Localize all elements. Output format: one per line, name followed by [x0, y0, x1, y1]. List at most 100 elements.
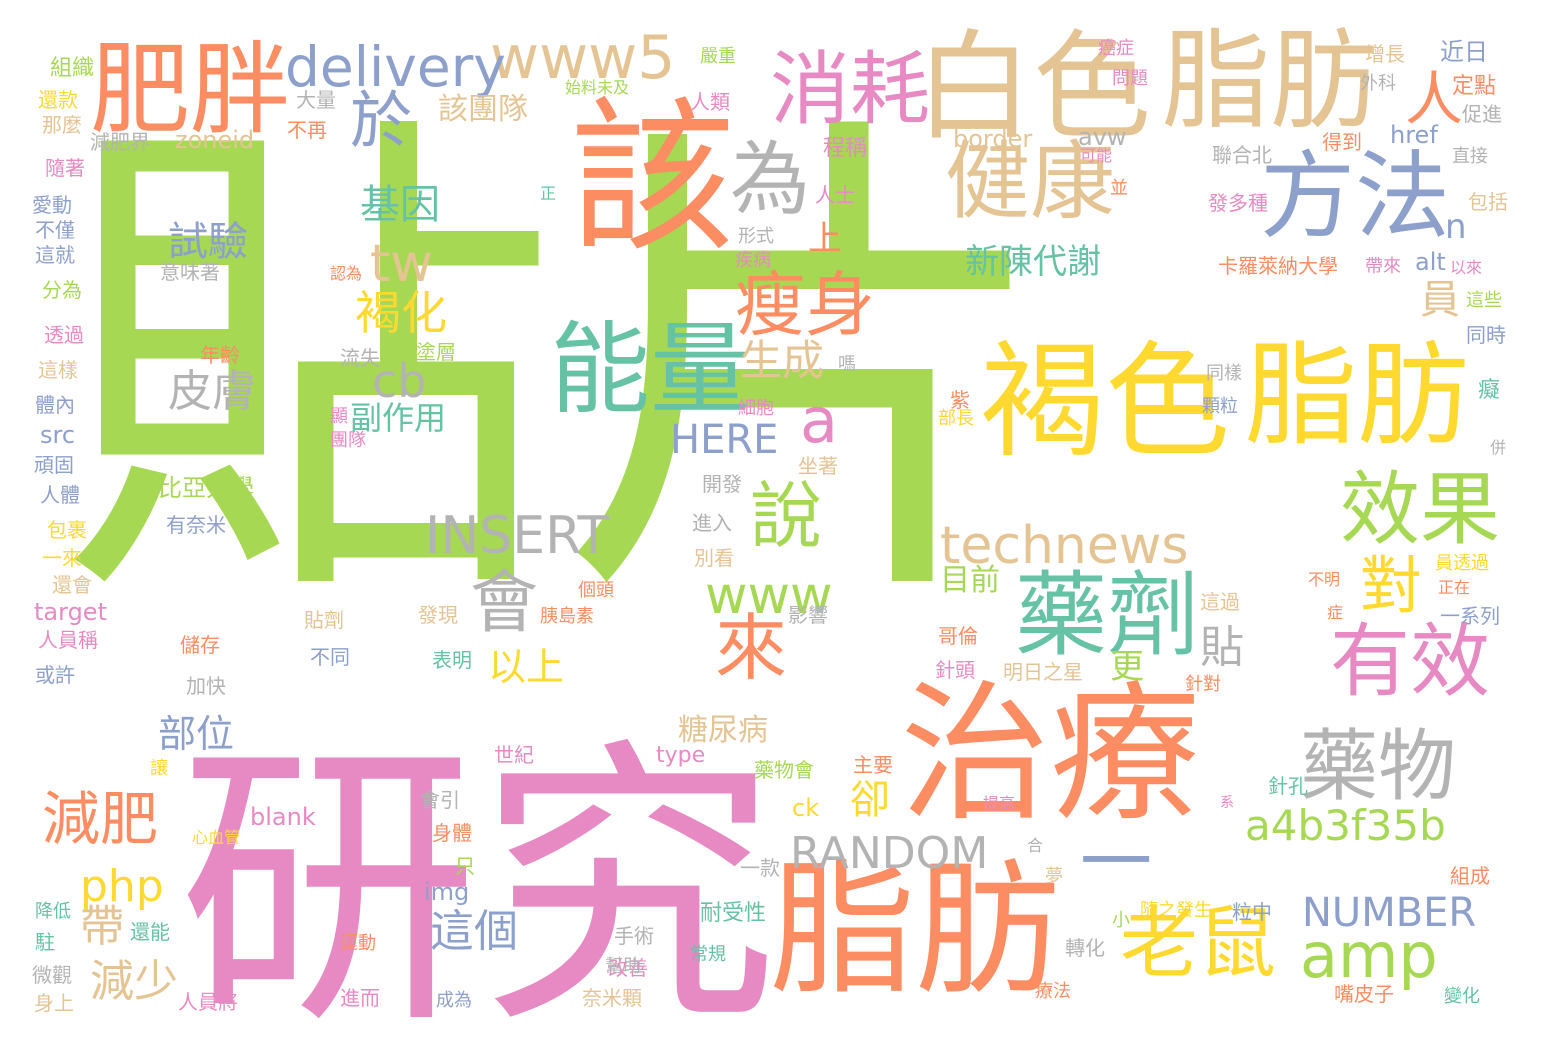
word: 發現 — [418, 603, 458, 627]
word: 世紀 — [494, 743, 534, 767]
word: 針頭 — [935, 658, 975, 682]
word: 減肥 — [42, 785, 159, 853]
word: 皮膚 — [168, 366, 256, 417]
word: 直接 — [1452, 146, 1488, 167]
word: 粒中 — [1232, 900, 1272, 924]
word: 卻 — [850, 777, 890, 823]
word: 包括 — [1468, 190, 1508, 214]
word: 這樣 — [38, 358, 78, 382]
word: 明日之星 — [1003, 660, 1083, 684]
word: 併 — [1490, 438, 1507, 457]
word: 癡 — [1478, 378, 1501, 403]
word: 形式 — [738, 226, 774, 247]
word: RANDOM — [790, 828, 989, 879]
word: 一來 — [42, 546, 82, 570]
word: 糖尿病 — [678, 713, 768, 748]
word: 帶 — [80, 901, 124, 952]
word: 一 — [1080, 820, 1153, 904]
word: 不再 — [287, 118, 327, 142]
word: 體內 — [35, 393, 75, 417]
word: 塗層 — [416, 340, 456, 364]
word: 部長 — [938, 408, 974, 429]
word: 包裹 — [47, 518, 87, 542]
word: 貼劑 — [304, 608, 344, 632]
word: 人體 — [40, 483, 80, 507]
word: 人員稱 — [38, 628, 98, 652]
word: 基因 — [360, 182, 440, 228]
word: 褐色 — [980, 330, 1230, 475]
word: 組成 — [1450, 864, 1490, 888]
word: INSERT — [425, 506, 610, 566]
word: 分為 — [42, 278, 82, 302]
word: 變化 — [1444, 986, 1480, 1007]
word: 正在 — [1438, 578, 1471, 597]
word: 還會 — [52, 573, 92, 597]
word: 減少 — [90, 956, 178, 1007]
word: 部位 — [158, 712, 235, 756]
word: 主要 — [853, 753, 893, 777]
word: 哥倫 — [938, 624, 978, 648]
word: 透過 — [44, 323, 84, 347]
word: 個頭 — [578, 580, 614, 601]
word: 頑固 — [34, 453, 74, 477]
word: 只 — [455, 854, 475, 878]
word: 生成 — [740, 336, 825, 385]
word: 不同 — [310, 645, 350, 669]
word: 減肥界 — [90, 130, 150, 154]
word: 方法 — [1260, 142, 1451, 252]
word: 成為 — [436, 990, 472, 1011]
word: 提高 — [983, 794, 1016, 813]
word: 認為 — [330, 264, 363, 283]
word: 這個 — [430, 906, 518, 957]
word: 於 — [350, 84, 413, 157]
word: 員透過 — [1435, 553, 1489, 574]
word: 藥物 — [1300, 722, 1457, 812]
word: 年齡 — [200, 343, 240, 367]
word: border — [953, 125, 1033, 153]
word: 有效 — [1330, 615, 1490, 708]
word: n — [1445, 207, 1467, 247]
word: ck — [792, 794, 820, 822]
word: 嚴重 — [700, 46, 736, 67]
word: 員 — [1420, 277, 1460, 323]
word: 儲存 — [180, 633, 220, 657]
word: 一系列 — [1440, 604, 1500, 628]
word: 該 — [570, 82, 735, 274]
word: 心血管 — [192, 828, 241, 847]
word: 細胞 — [738, 398, 774, 419]
word: 正 — [540, 184, 557, 203]
word: NUMBER — [1302, 890, 1477, 936]
word: php — [80, 861, 164, 912]
word: 胰島素 — [540, 606, 594, 627]
word: 那麼 — [42, 113, 82, 137]
word: href — [1390, 121, 1438, 149]
word: 系 — [1220, 795, 1234, 811]
word: 對 — [1360, 549, 1423, 622]
word: 可能 — [1080, 146, 1113, 165]
word: 流失 — [340, 346, 380, 370]
word: a — [800, 384, 838, 457]
word: img — [424, 878, 470, 906]
word: 白色 — [915, 18, 1152, 156]
word: type — [656, 743, 706, 768]
word: amp — [1300, 919, 1438, 992]
word: 別看 — [694, 546, 734, 570]
word: 不僅 — [35, 218, 75, 242]
word: 更 — [1110, 647, 1144, 687]
word: 新陳代謝 — [965, 242, 1101, 282]
word: target — [34, 598, 107, 626]
word: 人類 — [690, 90, 730, 114]
word: 貼 — [1200, 622, 1244, 673]
word: 這就 — [35, 243, 75, 267]
word: 影響 — [788, 603, 828, 627]
word: zoneid — [175, 126, 255, 154]
word: 不明 — [1308, 570, 1341, 589]
word: 貼片 — [58, 77, 1058, 659]
word: 並 — [1110, 178, 1128, 199]
word: 同樣 — [1206, 363, 1242, 384]
word: 身體 — [432, 821, 472, 845]
word: 還款 — [38, 88, 78, 112]
word: 肥胖 — [90, 31, 290, 148]
word: 人士 — [815, 183, 855, 207]
word: cb — [372, 354, 427, 408]
